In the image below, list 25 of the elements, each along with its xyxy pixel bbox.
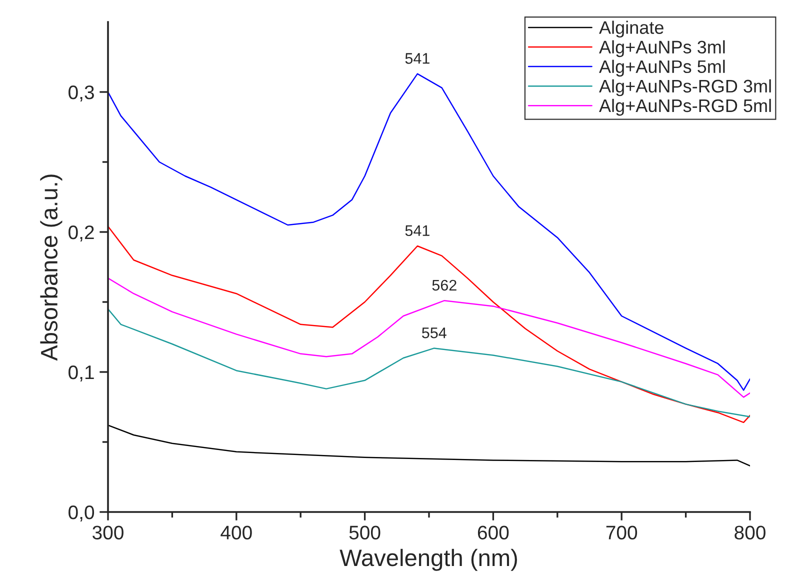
line-series (108, 308, 750, 418)
y-tick-label: 0,1 (68, 365, 94, 382)
line-series (108, 278, 750, 398)
x-axis-title: Wavelength (nm) (340, 548, 517, 571)
x-tick-label: 800 (734, 526, 766, 540)
x-tick-label: 500 (349, 526, 380, 540)
x-tick-label: 600 (478, 526, 509, 540)
x-tick-label: 400 (220, 526, 252, 540)
legend-label: Alg+AuNPs-RGD 5ml (599, 98, 771, 116)
legend-label: Alg+AuNPs 5ml (599, 60, 725, 77)
legend-label: Alg+AuNPs-RGD 3ml (599, 79, 771, 96)
x-tick-label: 700 (606, 526, 638, 540)
y-tick-label: 0,3 (68, 85, 94, 102)
annotation: 541 (405, 225, 430, 236)
line-series (108, 226, 750, 424)
legend-label: Alginate (599, 20, 664, 38)
line-series (108, 424, 750, 466)
x-tick-label: 300 (92, 526, 124, 540)
legend-label: Alg+AuNPs 3ml (599, 40, 725, 58)
annotation: 554 (422, 328, 446, 338)
y-tick-label: 0,0 (68, 505, 94, 522)
y-axis-title: Absorbance (a.u.) (40, 174, 62, 361)
annotation: 541 (405, 53, 430, 64)
annotation: 562 (432, 280, 456, 291)
y-tick-label: 0,2 (68, 225, 94, 242)
